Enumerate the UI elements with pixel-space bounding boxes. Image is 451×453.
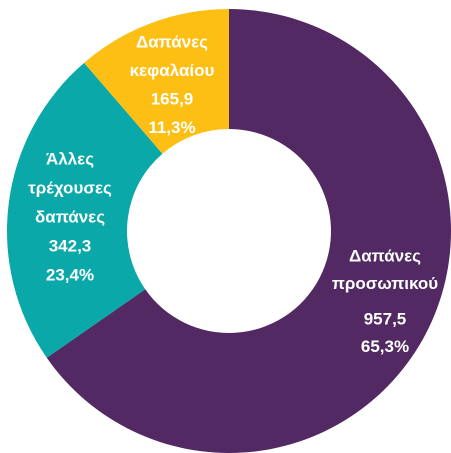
- slice-category-label: τρέχουσες: [28, 178, 112, 197]
- slice-percent-label: 11,3%: [148, 118, 195, 137]
- donut-slice: [46, 9, 451, 453]
- slice-percent-label: 65,3%: [361, 337, 409, 356]
- donut-slice: [6, 62, 163, 358]
- slice-category-label: δαπάνες: [35, 207, 105, 226]
- slice-value-label: 165,9: [151, 89, 194, 108]
- donut-slice: [84, 9, 229, 154]
- slice-value-label: 957,5: [364, 309, 407, 328]
- slice-category-label: Δαπάνες: [136, 32, 208, 51]
- slice-category-label: προσωπικού: [332, 274, 438, 293]
- slice-category-label: Άλλες: [46, 149, 94, 168]
- slice-category-label: Δαπάνες: [349, 246, 421, 265]
- slice-percent-label: 23,4%: [46, 265, 94, 284]
- slice-category-label: κεφαλαίου: [130, 61, 215, 80]
- slice-value-label: 342,3: [49, 236, 92, 255]
